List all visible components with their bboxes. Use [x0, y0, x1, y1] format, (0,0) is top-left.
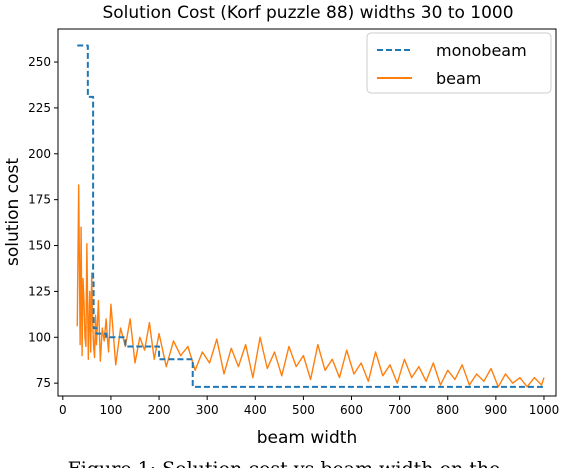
x-tick-label: 1000: [529, 403, 560, 417]
y-tick-label: 150: [28, 239, 51, 253]
y-tick-label: 250: [28, 55, 51, 69]
y-tick-label: 225: [28, 101, 51, 115]
figure-caption: Figure 1: Solution cost vs beam width on…: [0, 452, 568, 468]
y-tick-label: 125: [28, 284, 51, 298]
x-tick-label: 800: [436, 403, 459, 417]
series-layer: [76, 44, 545, 388]
chart-title: Solution Cost (Korf puzzle 88) widths 30…: [102, 3, 513, 23]
series-line-monobeam: [77, 44, 544, 388]
x-tick-label: 0: [59, 403, 67, 417]
legend: monobeam beam: [366, 32, 552, 94]
legend-box: [366, 32, 552, 94]
x-tick-label: 600: [340, 403, 363, 417]
x-tick-label: 500: [292, 403, 315, 417]
x-tick-label: 300: [196, 403, 219, 417]
legend-label-beam: beam: [436, 69, 481, 88]
y-axis-label: solution cost: [3, 158, 23, 266]
x-axis: 0 100 200 300 400 500 600 700 800 900 1000: [59, 396, 559, 417]
x-tick-label: 200: [148, 403, 171, 417]
x-tick-label: 400: [244, 403, 267, 417]
y-tick-label: 75: [36, 376, 51, 390]
x-tick-label: 100: [99, 403, 122, 417]
x-tick-label: 900: [484, 403, 507, 417]
y-tick-label: 100: [28, 330, 51, 344]
plot-frame: [57, 28, 557, 397]
x-tick-label: 700: [388, 403, 411, 417]
y-tick-label: 200: [28, 147, 51, 161]
y-tick-label: 175: [28, 193, 51, 207]
chart: Solution Cost (Korf puzzle 88) widths 30…: [3, 3, 559, 448]
legend-label-monobeam: monobeam: [436, 41, 527, 60]
series-line-beam: [76, 184, 545, 388]
x-axis-label: beam width: [257, 428, 358, 448]
y-axis: 75 100 125 150 175 200 225 250: [28, 55, 58, 390]
